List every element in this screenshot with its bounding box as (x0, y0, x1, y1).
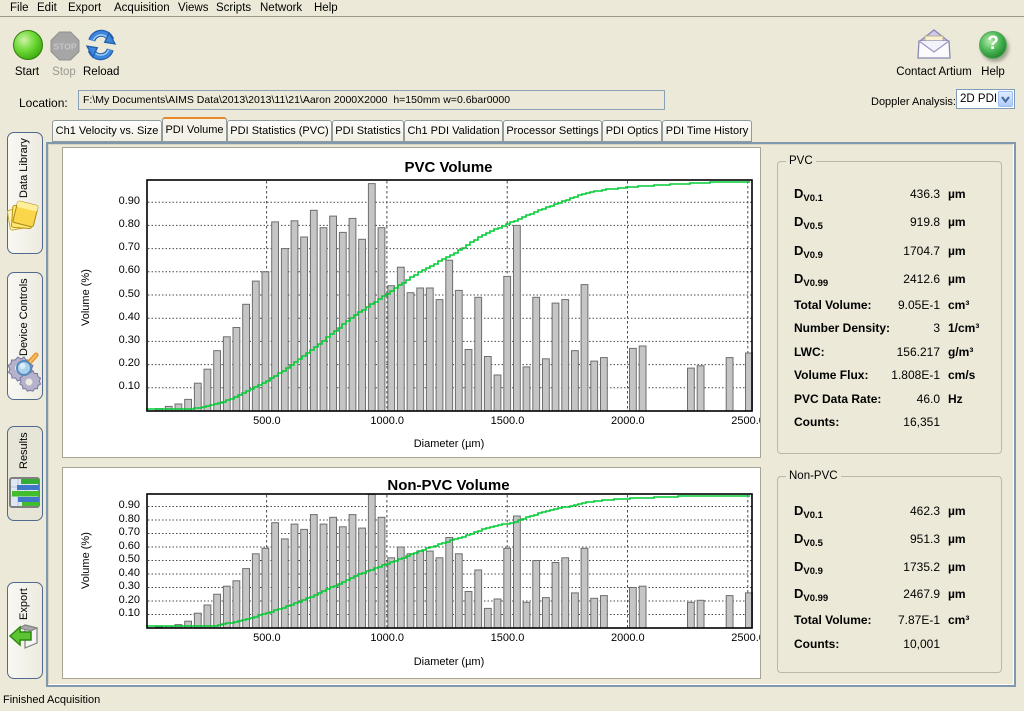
svg-text:STOP: STOP (54, 42, 77, 52)
